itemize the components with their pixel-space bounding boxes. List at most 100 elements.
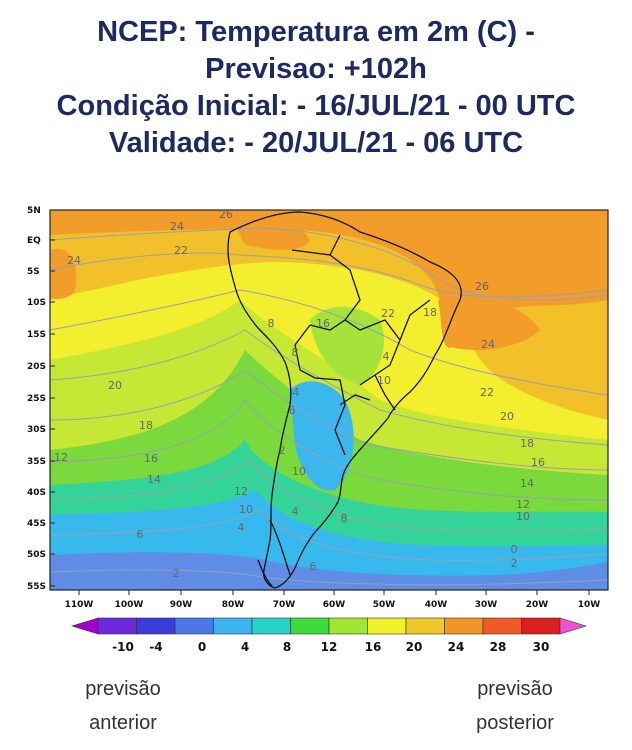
contour-label: 14	[147, 473, 161, 486]
lat-tick-label: 15S	[27, 330, 46, 340]
colorbar-segment	[367, 617, 407, 635]
colorbar-label: 28	[490, 640, 507, 654]
contour-label: 20	[500, 410, 514, 423]
colorbar	[70, 617, 588, 635]
contour-label: 4	[293, 386, 300, 399]
contour-label: 0	[511, 543, 518, 556]
contour-label: 8	[341, 512, 348, 525]
lon-tick-label: 30W	[475, 600, 498, 610]
lon-tick-label: 20W	[526, 600, 549, 610]
contour-label: 4	[292, 505, 299, 518]
contour-label: 10	[292, 465, 306, 478]
colorbar-label: 24	[448, 640, 465, 654]
lon-tick-label: 10W	[578, 600, 601, 610]
contour-label: 20	[108, 379, 122, 392]
previous-forecast-line-2: anterior	[89, 712, 157, 734]
contour-label: 10	[239, 503, 253, 516]
lat-tick-label: 20S	[27, 362, 46, 372]
colorbar-label: -4	[149, 640, 162, 654]
contour-label: 2	[511, 557, 518, 570]
lon-tick-label: 80W	[222, 600, 245, 610]
contour-label: 6	[310, 560, 317, 573]
colorbar-label: 0	[198, 640, 206, 654]
colorbar-label: 8	[283, 640, 291, 654]
latitude-axis: 5N EQ 5S 10S 15S 20S 25S 30S 35S 40S 45S 50S 55S	[27, 206, 55, 592]
colorbar-segment	[521, 617, 561, 635]
colorbar-label: -10	[112, 640, 134, 654]
colorbar-segment	[290, 617, 330, 635]
contour-label: 6	[137, 528, 144, 541]
lat-tick-label: 40S	[27, 488, 46, 498]
temperature-field	[50, 210, 608, 590]
warm-patch-west	[50, 249, 77, 300]
contour-label: 16	[531, 456, 545, 469]
colorbar-label: 20	[406, 640, 423, 654]
lat-tick-label: 35S	[27, 457, 46, 467]
contour-label: 12	[54, 451, 68, 464]
colorbar-label: 30	[533, 640, 550, 654]
contour-label: 24	[67, 254, 81, 267]
colorbar-min-arrow	[70, 617, 99, 635]
contour-lines	[50, 227, 608, 586]
next-forecast-link[interactable]: previsão posterior	[455, 672, 575, 740]
colorbar-label: 4	[241, 640, 249, 654]
title-line-1: NCEP: Temperatura em 2m (C) -	[97, 16, 535, 48]
band-0	[50, 552, 608, 590]
lon-tick-label: 110W	[65, 600, 94, 610]
lat-tick-label: 5S	[27, 267, 40, 277]
contour-label: 6	[289, 404, 296, 417]
colorbar-segment	[97, 617, 137, 635]
contour-label: 22	[174, 244, 188, 257]
contour-label: 10	[516, 510, 530, 523]
lon-tick-label: 40W	[425, 600, 448, 610]
lon-tick-label: 90W	[170, 600, 193, 610]
contour-value-labels: 2624222426182422201816141210201816141212…	[54, 208, 545, 580]
contour-label: 22	[480, 386, 494, 399]
colorbar-max-arrow	[559, 617, 588, 635]
contour-label: 12	[234, 485, 248, 498]
lat-tick-label: 50S	[27, 550, 46, 560]
map-frame	[49, 209, 609, 591]
title-line-3: Condição Inicial: - 16/JUL/21 - 00 UTC	[56, 90, 576, 122]
contour-label: 26	[219, 208, 233, 221]
colorbar-segment	[482, 617, 522, 635]
contour-label: 10	[377, 374, 391, 387]
contour-label: 22	[381, 307, 395, 320]
previous-forecast-link[interactable]: previsão anterior	[68, 672, 178, 740]
next-forecast-line-1: previsão	[477, 678, 553, 700]
contour-label: 12	[516, 498, 530, 511]
contour-label: 24	[170, 220, 184, 233]
colorbar-segment	[136, 617, 176, 635]
contour-label: 14	[520, 477, 534, 490]
longitude-axis: 110W 100W 90W 80W 70W 60W 50W 40W 30W 20W 10W	[65, 590, 601, 610]
lat-tick-label: EQ	[27, 236, 41, 246]
colorbar-segment	[405, 617, 445, 635]
title-line-4: Validade: - 20/JUL/21 - 06 UTC	[108, 127, 524, 159]
contour-label: 2	[279, 444, 286, 457]
lon-tick-label: 60W	[323, 600, 346, 610]
colorbar-segment	[174, 617, 214, 635]
temperature-map: 5N EQ 5S 10S 15S 20S 25S 30S 35S 40S 45S 50S 55S 110…	[27, 206, 609, 654]
cold-core-argentina	[290, 381, 354, 491]
continent-outline	[227, 211, 462, 589]
contour-label: 24	[481, 338, 495, 351]
colorbar-segment	[251, 617, 291, 635]
colorbar-labels: -10 -4 0 4 8 12 16 20 24 28 30	[112, 640, 549, 654]
contour-label: 2	[173, 567, 180, 580]
contour-label: 8	[268, 317, 275, 330]
lat-tick-label: 10S	[27, 298, 46, 308]
contour-label: 16	[316, 317, 330, 330]
contour-label: 8	[292, 346, 299, 359]
colorbar-segment	[328, 617, 368, 635]
lat-tick-label: 5N	[27, 206, 41, 216]
lon-tick-label: 100W	[115, 600, 144, 610]
lat-tick-label: 55S	[27, 582, 46, 592]
colorbar-segment	[213, 617, 253, 635]
contour-label: 4	[238, 521, 245, 534]
contour-label: 4	[383, 350, 390, 363]
lon-tick-label: 50W	[373, 600, 396, 610]
lat-tick-label: 30S	[27, 425, 46, 435]
previous-forecast-line-1: previsão	[85, 678, 161, 700]
contour-label: 18	[520, 437, 534, 450]
colorbar-segment	[444, 617, 484, 635]
